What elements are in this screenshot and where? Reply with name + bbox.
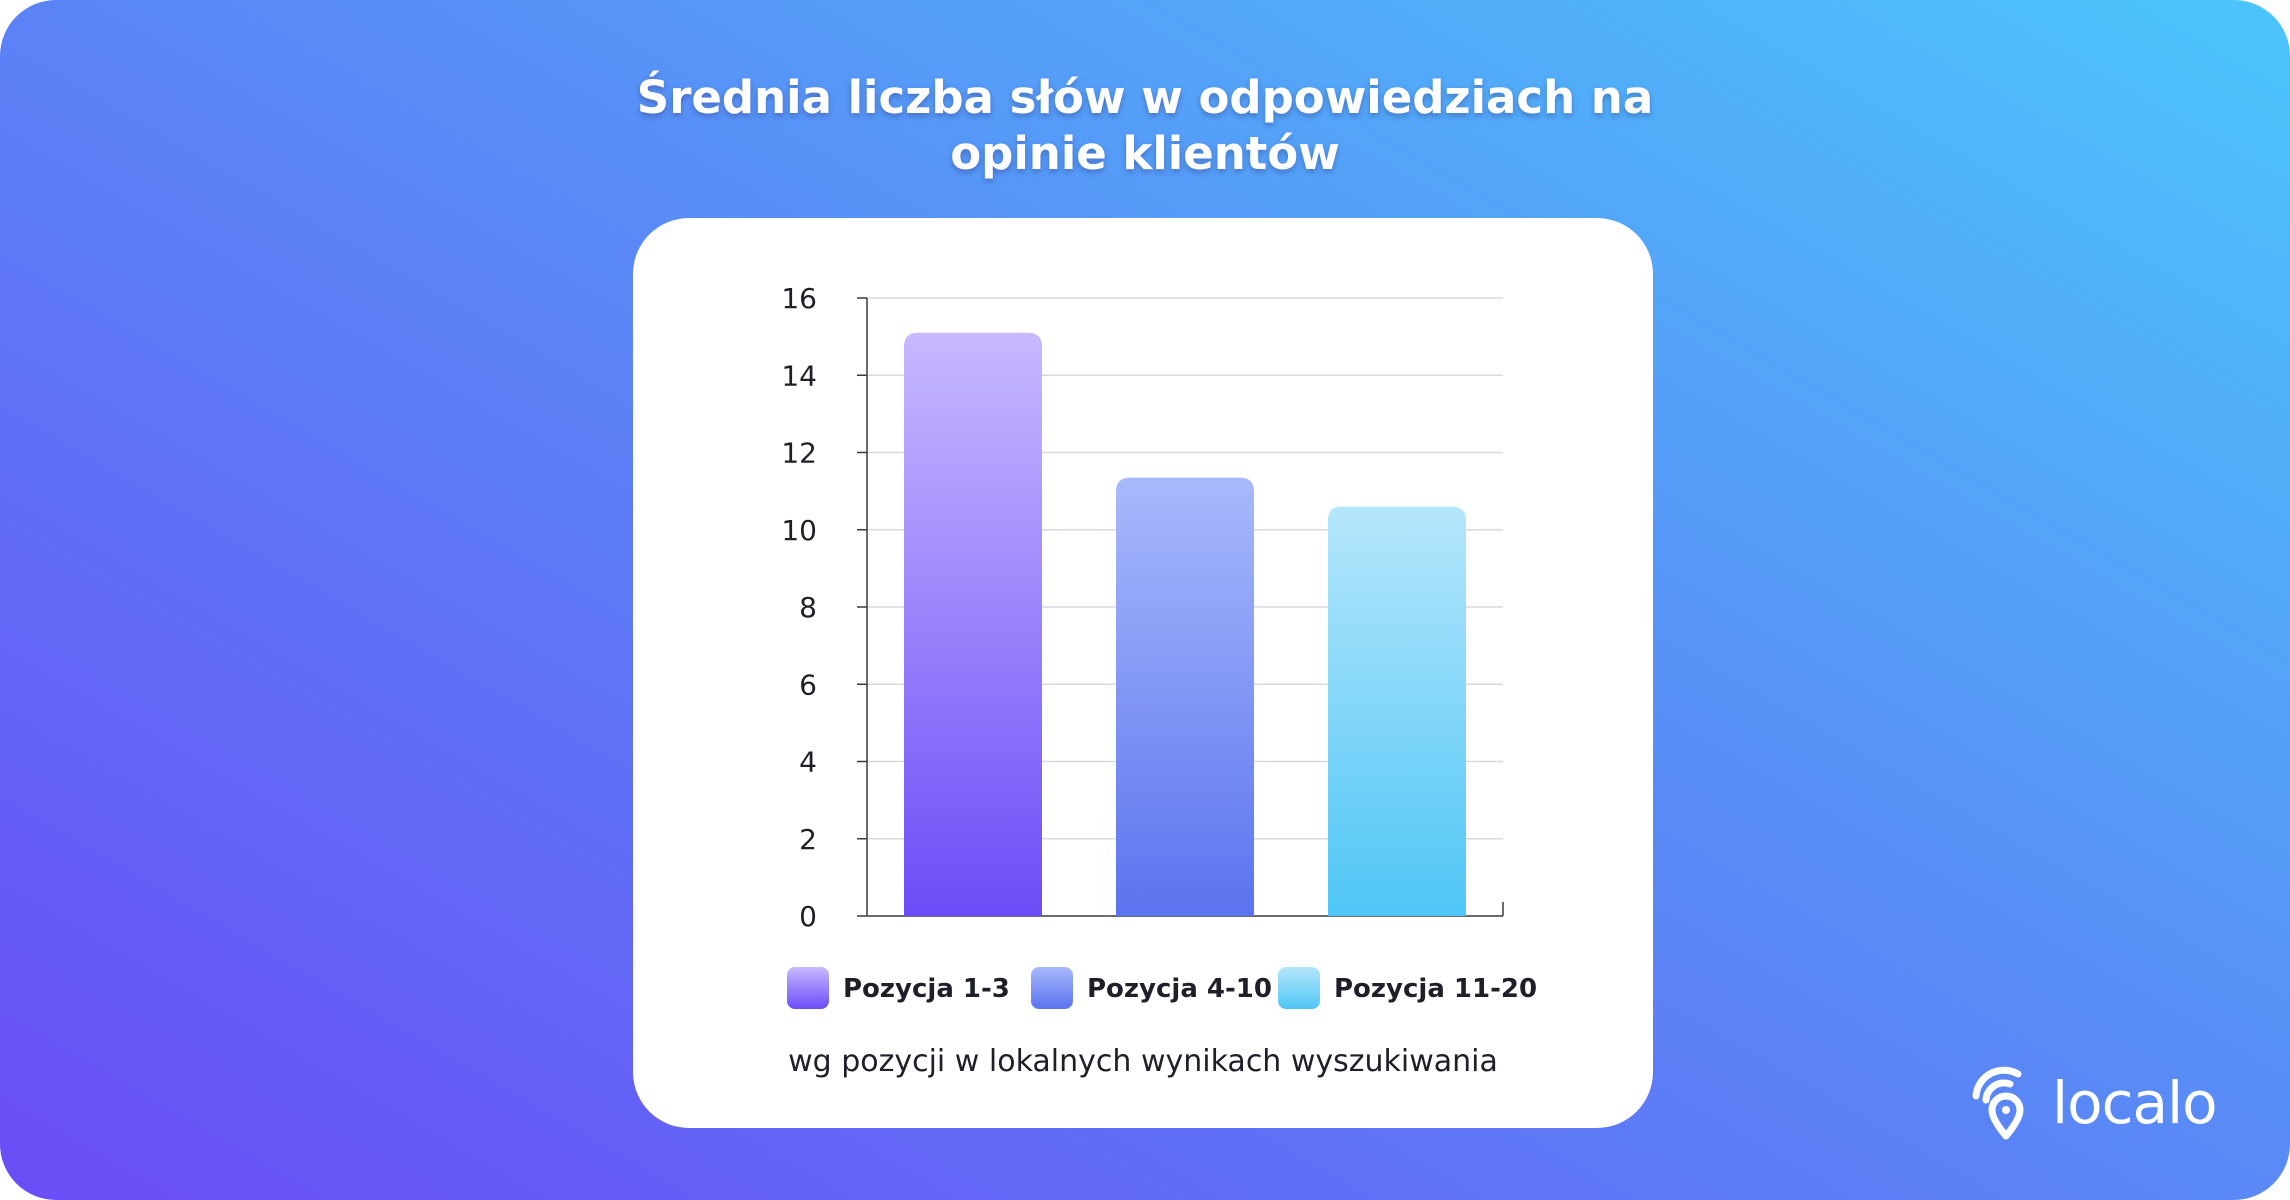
brand-name: localo [2052,1069,2218,1137]
bar-3 [1328,506,1466,916]
x-axis-label: wg pozycji w lokalnych wynikach wyszukiw… [788,1044,1498,1079]
y-tick-label: 0 [799,900,817,933]
legend-label-2: Pozycja 4-10 [1087,974,1272,1004]
legend-swatch-2 [1031,967,1073,1009]
bar-2 [1116,477,1254,916]
y-tick-label: 12 [781,437,817,470]
chart-title-line-1: Średnia liczba słów w odpowiedziach na [636,71,1654,124]
legend: Pozycja 1-3 Pozycja 4-10 Pozycja 11-20 [787,967,1537,1009]
bar-1 [904,332,1042,916]
y-tick-label: 4 [799,746,817,779]
y-tick-label: 2 [799,823,817,856]
chart-title-line-2: opinie klientów [950,127,1340,180]
legend-label-3: Pozycja 11-20 [1334,974,1537,1004]
chart-title: Średnia liczba słów w odpowiedziach na o… [0,70,2290,182]
y-tick-label: 6 [799,668,817,701]
location-pin-icon [1972,1066,2024,1140]
legend-label-1: Pozycja 1-3 [843,974,1010,1004]
y-tick-label: 14 [781,359,817,392]
brand-logo: localo [1966,1066,2226,1142]
y-tick-label: 16 [781,282,817,315]
legend-swatch-1 [787,967,829,1009]
y-tick-label: 10 [781,514,817,547]
y-tick-label: 8 [799,591,817,624]
bars [904,332,1466,916]
legend-swatch-3 [1278,967,1320,1009]
chart-card: 0 2 4 6 8 10 12 14 16 Pozycja 1-3 Pozycja 4-10 Poz… [633,218,1653,1128]
